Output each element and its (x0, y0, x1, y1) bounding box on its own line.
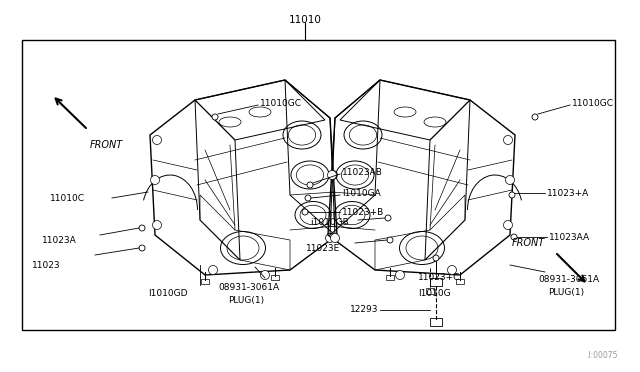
Circle shape (305, 195, 311, 201)
Circle shape (447, 266, 456, 275)
Text: PLUG(1): PLUG(1) (548, 288, 584, 296)
Text: 11010GC: 11010GC (260, 99, 302, 108)
Circle shape (330, 234, 339, 243)
Circle shape (506, 176, 515, 185)
Circle shape (511, 234, 517, 240)
Bar (430, 318, 442, 326)
Circle shape (396, 270, 404, 279)
Circle shape (328, 170, 337, 180)
Text: 11023+B: 11023+B (342, 208, 384, 217)
Text: 11023E: 11023E (306, 244, 340, 253)
Text: FRONT: FRONT (512, 238, 545, 248)
Circle shape (326, 234, 335, 243)
Text: 11023+A: 11023+A (547, 189, 589, 198)
Circle shape (302, 209, 308, 215)
Text: I1010G: I1010G (418, 289, 451, 298)
Circle shape (504, 135, 513, 144)
Text: .I:00075: .I:00075 (586, 351, 618, 360)
Text: 11010GC: 11010GC (572, 99, 614, 108)
Text: 12293: 12293 (350, 305, 378, 314)
Circle shape (139, 245, 145, 251)
Circle shape (150, 176, 159, 185)
Bar (386, 275, 394, 280)
Bar (271, 275, 279, 280)
Circle shape (328, 170, 337, 180)
Text: 11023A: 11023A (42, 235, 77, 244)
Text: 08931-3061A: 08931-3061A (218, 283, 279, 292)
Circle shape (307, 182, 313, 188)
Bar (201, 279, 209, 284)
Text: I1010GA: I1010GA (342, 189, 381, 198)
Circle shape (260, 270, 269, 279)
Circle shape (509, 192, 515, 198)
Bar (456, 279, 464, 284)
Circle shape (212, 114, 218, 120)
Circle shape (433, 255, 439, 261)
Text: 11023: 11023 (32, 260, 61, 269)
Text: 11010: 11010 (289, 15, 321, 25)
Text: i1010GB: i1010GB (310, 218, 349, 227)
Text: 11023AA: 11023AA (549, 232, 590, 241)
Circle shape (385, 215, 391, 221)
Bar (430, 278, 442, 286)
Bar (22, 40, 615, 330)
Text: 08931-3061A: 08931-3061A (538, 276, 599, 285)
Circle shape (532, 114, 538, 120)
Circle shape (139, 225, 145, 231)
Circle shape (504, 221, 513, 230)
Circle shape (152, 135, 161, 144)
Text: PLUG(1): PLUG(1) (228, 295, 264, 305)
Bar (426, 288, 434, 294)
Text: 11023+C: 11023+C (418, 273, 460, 282)
Text: I1010GD: I1010GD (148, 289, 188, 298)
Circle shape (387, 237, 393, 243)
Circle shape (152, 221, 161, 230)
Text: 11023AB: 11023AB (342, 167, 383, 176)
Text: FRONT: FRONT (90, 140, 124, 150)
Text: 11010C: 11010C (50, 193, 85, 202)
Circle shape (209, 266, 218, 275)
